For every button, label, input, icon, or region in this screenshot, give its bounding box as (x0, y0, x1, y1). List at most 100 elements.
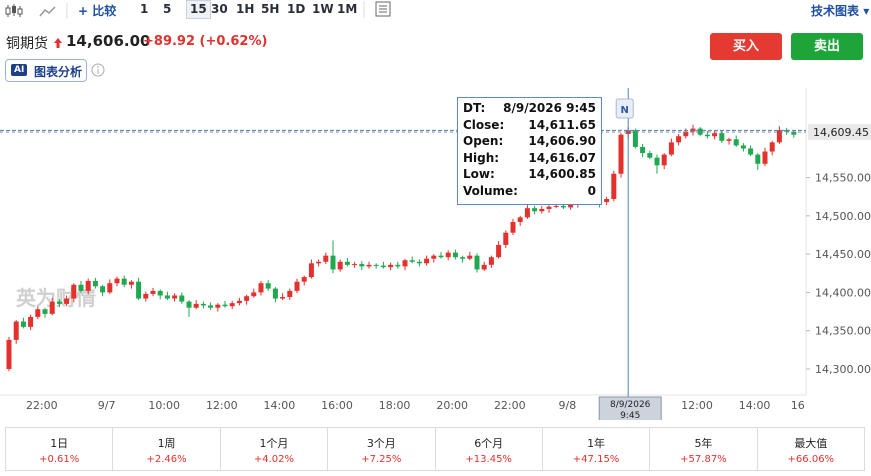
compare-button[interactable]: + 比较 (78, 4, 117, 18)
candle-body (330, 255, 336, 270)
period-cell[interactable]: 1个月 +4.02% (221, 428, 329, 470)
tooltip-row: Close: 14,611.65 (463, 118, 596, 134)
candle-body (546, 206, 552, 209)
candle-body (503, 232, 509, 245)
candle-body (424, 258, 430, 264)
interval-button[interactable]: 5 (163, 2, 172, 16)
period-change: +47.15% (572, 454, 620, 465)
candle-body (316, 261, 322, 264)
period-cell[interactable]: 最大值 +66.06% (758, 428, 864, 470)
chart: 英为财情 14,300.00 14,350.00 14,400.00 14,450.00… (0, 88, 871, 420)
watermark: 英为财情 (16, 286, 96, 310)
candle-body (323, 255, 329, 262)
up-arrow (54, 38, 62, 48)
ai-analysis-button[interactable]: AI 图表分析 (5, 59, 87, 82)
event-marker-box (615, 98, 634, 119)
y-tick-label: 14,400.00 (815, 286, 871, 299)
candle-body (366, 264, 372, 267)
period-cell[interactable]: 1周 +2.46% (113, 428, 221, 470)
period-label: 1周 (157, 437, 176, 450)
price-change: +89.92 (+0.62%) (143, 34, 268, 49)
technical-chart-link[interactable]: 技术图表 ▾ (811, 4, 870, 18)
period-cell[interactable]: 1日 +0.61% (6, 428, 114, 470)
last-price-label: 14,609.45 (813, 126, 869, 139)
candle-body (308, 263, 314, 278)
price: 14,606.00 (66, 32, 151, 50)
candle-body (107, 283, 113, 293)
interval-button[interactable]: 1 (140, 2, 149, 16)
candle-body (150, 290, 156, 294)
interval-button[interactable]: 1M (337, 2, 358, 16)
period-label: 1个月 (259, 437, 289, 450)
buy-button[interactable]: 买入 (710, 33, 782, 60)
candle-body (143, 293, 149, 299)
interval-button[interactable]: 5H (261, 2, 280, 16)
tooltip-value: 14,606.90 (528, 134, 596, 148)
y-tick-label: 14,450.00 (815, 248, 871, 261)
settings-icon[interactable] (360, 0, 400, 20)
x-tick-label: 9/7 (98, 399, 116, 412)
candle-body (395, 264, 401, 267)
period-label: 1日 (50, 437, 69, 450)
candle-body (632, 130, 638, 147)
period-change: +13.45% (465, 454, 512, 465)
tooltip-key: High: (463, 150, 500, 165)
candle-body (553, 205, 559, 207)
period-cell[interactable]: 6个月 +13.45% (436, 428, 543, 470)
period-label: 6个月 (474, 437, 504, 450)
sell-button[interactable]: 卖出 (791, 33, 863, 60)
candle-body (100, 286, 106, 293)
y-tick-label: 14,500.00 (815, 210, 871, 223)
candle-body (200, 303, 206, 306)
period-label: 1年 (587, 437, 606, 450)
period-cell[interactable]: 3个月 +7.25% (328, 428, 436, 470)
x-tick-label: 22:00 (26, 399, 58, 412)
candle-body (222, 304, 228, 307)
candle-body (604, 199, 610, 203)
chart-type-icons[interactable] (4, 2, 94, 20)
x-tick-label: 12:00 (681, 399, 713, 412)
candle-body (6, 339, 12, 369)
period-cell[interactable]: 5年 +57.87% (650, 428, 758, 470)
interval-button[interactable]: 30 (211, 2, 228, 16)
interval-button[interactable]: 1H (236, 2, 255, 16)
candle-body (488, 257, 494, 265)
info-icon[interactable] (91, 63, 105, 77)
candle-body (244, 296, 250, 301)
candle-body (524, 208, 530, 218)
candle-body (740, 145, 746, 149)
tooltip-row: Open: 14,606.90 (463, 134, 596, 150)
x-tick-label: 10:00 (148, 399, 180, 412)
candle-body (683, 131, 689, 137)
candle-body (193, 303, 199, 308)
interval-button[interactable]: 15 (186, 0, 211, 19)
period-label: 最大值 (794, 437, 828, 450)
tooltip-row: DT: 8/9/2026 9:45 (463, 101, 596, 117)
candle-body (359, 264, 365, 267)
period-cell[interactable]: 1年 +47.15% (543, 428, 651, 470)
candle-body (517, 217, 523, 222)
interval-button[interactable]: 1D (287, 2, 306, 16)
candle-body (121, 278, 127, 285)
candle-body (380, 265, 386, 268)
candle-body (496, 244, 502, 258)
candle-body (373, 264, 379, 266)
candle-body (56, 301, 62, 304)
x-tick-label: 16:00 (321, 399, 353, 412)
tooltip-value: 8/9/2026 9:45 (503, 101, 596, 115)
tooltip-value: 14,600.85 (528, 167, 596, 181)
interval-button[interactable]: 1W (312, 2, 334, 16)
period-change: +2.46% (146, 454, 187, 465)
candle-body (71, 284, 77, 299)
candle-body (20, 321, 26, 327)
candle-body (294, 281, 300, 291)
x-tick-label: 20:00 (436, 399, 468, 412)
tooltip-key: Volume: (463, 183, 518, 198)
candle-body (668, 142, 674, 155)
tooltip-row: Low: 14,600.85 (463, 167, 596, 183)
compare-label: 比较 (92, 4, 117, 18)
candle-body (445, 252, 451, 258)
candle-body (467, 255, 473, 259)
candle-body (172, 295, 178, 299)
